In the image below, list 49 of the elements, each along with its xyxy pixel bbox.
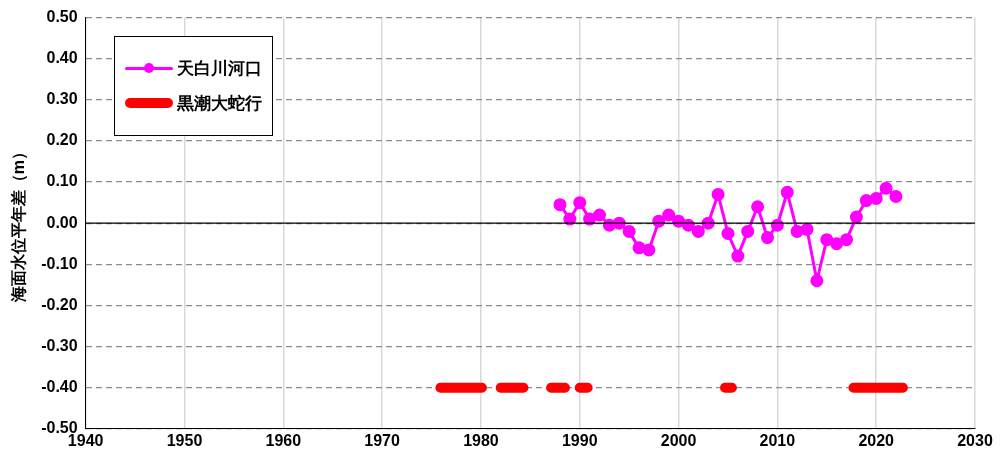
y-tick-label: 0.30 xyxy=(46,90,78,108)
point xyxy=(553,198,567,212)
point xyxy=(849,210,863,224)
x-tick-label: 1970 xyxy=(364,431,401,449)
point xyxy=(780,185,794,199)
y-tick-label: 0.50 xyxy=(46,8,78,26)
point xyxy=(840,233,854,247)
point xyxy=(751,200,765,214)
x-tick-label: 1950 xyxy=(166,431,203,449)
point xyxy=(879,181,893,195)
legend-label: 天白川河口 xyxy=(176,56,262,80)
x-tick-label: 1990 xyxy=(561,431,598,449)
point xyxy=(859,194,873,208)
point xyxy=(889,189,903,203)
point xyxy=(869,192,883,206)
x-tick-label: 1960 xyxy=(265,431,302,449)
point xyxy=(593,208,607,222)
x-tick-label: 2020 xyxy=(858,431,895,449)
point xyxy=(830,237,844,251)
point xyxy=(622,224,636,238)
x-tick-label: 2030 xyxy=(957,431,993,449)
y-tick-label: 0.00 xyxy=(46,213,78,231)
point xyxy=(760,231,774,245)
point xyxy=(731,249,745,263)
y-tick-label: -0.40 xyxy=(41,378,78,396)
point xyxy=(810,274,824,288)
point xyxy=(632,241,646,255)
y-tick-label: -0.30 xyxy=(41,336,78,354)
x-tick-label: 1980 xyxy=(463,431,499,449)
y-axis-title: 海面水位平年差（m） xyxy=(10,144,29,304)
point xyxy=(790,224,804,238)
point xyxy=(563,212,577,226)
y-tick-label: -0.10 xyxy=(41,254,78,272)
y-tick-label: 0.20 xyxy=(46,131,78,149)
point xyxy=(820,233,834,247)
point xyxy=(721,226,735,240)
point xyxy=(711,187,725,201)
point xyxy=(741,224,755,238)
point xyxy=(800,222,814,236)
point xyxy=(662,208,676,222)
point xyxy=(691,224,705,238)
point xyxy=(573,196,587,210)
x-tick-label: 2010 xyxy=(759,431,796,449)
legend-label: 黒潮大蛇行 xyxy=(176,91,262,115)
point xyxy=(642,243,656,257)
y-tick-label: 0.40 xyxy=(46,49,78,67)
y-tick-label: 0.10 xyxy=(46,172,78,190)
y-tick-label: -0.20 xyxy=(41,295,78,313)
x-tick-label: 2000 xyxy=(660,431,697,449)
